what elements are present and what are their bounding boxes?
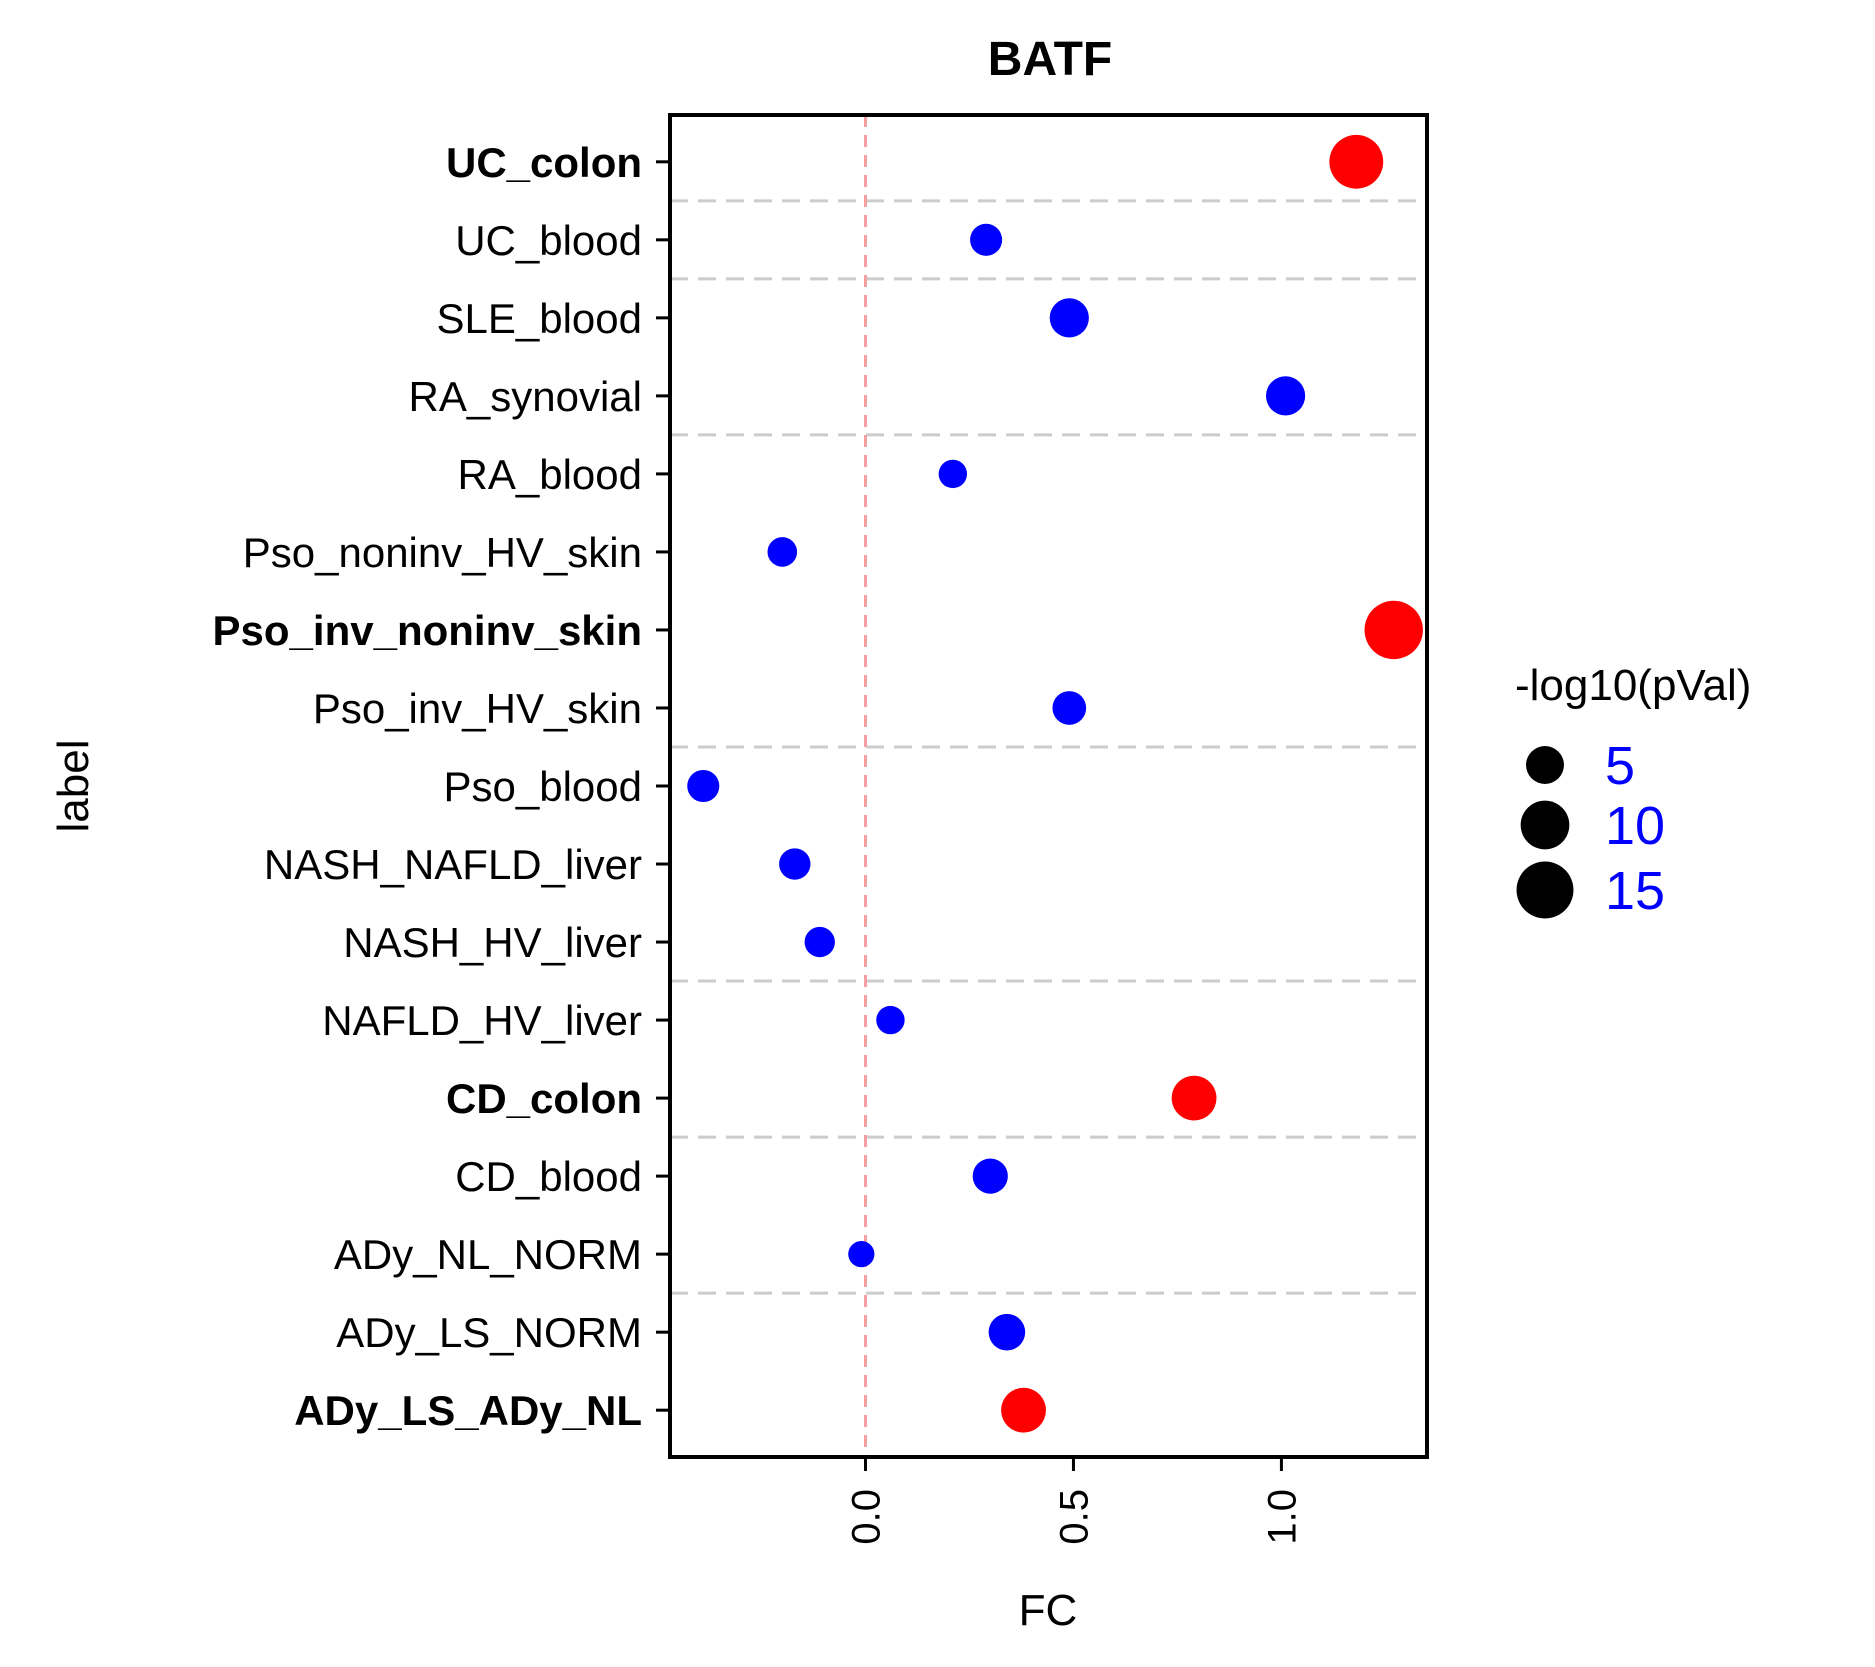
- y-tick-label: ADy_LS_NORM: [336, 1309, 642, 1356]
- legend-label: 5: [1605, 736, 1635, 796]
- y-tick-label: CD_colon: [446, 1075, 642, 1122]
- data-point: [938, 459, 968, 489]
- data-point: [848, 1241, 875, 1268]
- y-tick-label: UC_colon: [446, 139, 642, 186]
- data-point: [1049, 298, 1089, 338]
- y-tick-label: NASH_NAFLD_liver: [264, 841, 642, 888]
- x-axis: 0.0 0.5 1.0: [844, 1457, 1304, 1545]
- y-tick-label: ADy_NL_NORM: [334, 1231, 642, 1278]
- y-axis: UC_colon UC_blood SLE_blood RA_synovial RA_b…: [213, 139, 670, 1434]
- data-point: [970, 223, 1003, 256]
- legend-label: 10: [1605, 796, 1665, 856]
- data-point: [1364, 600, 1423, 660]
- data-point: [972, 1158, 1008, 1194]
- data-point: [779, 848, 811, 880]
- y-tick-label: NASH_HV_liver: [343, 919, 642, 966]
- y-tick-label: UC_blood: [455, 217, 642, 264]
- data-point: [804, 926, 835, 958]
- data-point: [767, 537, 798, 567]
- y-tick-label: ADy_LS_ADy_NL: [294, 1387, 642, 1434]
- data-point: [1171, 1075, 1217, 1121]
- y-tick-label: RA_synovial: [409, 373, 642, 420]
- y-tick-label: NAFLD_HV_liver: [322, 997, 642, 1044]
- data-point: [988, 1313, 1026, 1351]
- legend-label: 15: [1605, 861, 1665, 921]
- y-tick-label: Pso_noninv_HV_skin: [243, 529, 642, 576]
- x-tick-label: 0.0: [844, 1489, 888, 1545]
- y-tick-label: Pso_inv_noninv_skin: [213, 607, 642, 654]
- legend-title: -log10(pVal): [1515, 661, 1751, 710]
- data-point: [1329, 134, 1384, 189]
- y-tick-label: Pso_inv_HV_skin: [313, 685, 642, 732]
- y-tick-label: SLE_blood: [436, 295, 642, 342]
- data-point: [687, 769, 720, 803]
- x-tick-label: 1.0: [1260, 1489, 1304, 1545]
- chart-title: BATF: [988, 33, 1112, 86]
- x-tick-label: 0.5: [1052, 1489, 1096, 1545]
- plot-panel-border: [668, 113, 1429, 1459]
- data-point: [1052, 691, 1087, 725]
- legend-key: [1516, 861, 1574, 919]
- data-point: [1265, 376, 1306, 416]
- y-tick-label: Pso_blood: [444, 763, 643, 810]
- group-separator-lines: [670, 199, 1427, 1295]
- y-tick-label: RA_blood: [458, 451, 642, 498]
- legend-key: [1526, 746, 1564, 784]
- x-axis-title: FC: [1019, 1586, 1078, 1635]
- legend-key: [1520, 800, 1570, 850]
- data-point: [876, 1005, 905, 1035]
- y-tick-label: CD_blood: [455, 1153, 642, 1200]
- y-axis-title: label: [49, 740, 98, 833]
- data-points: [687, 134, 1423, 1433]
- data-point: [1001, 1387, 1046, 1433]
